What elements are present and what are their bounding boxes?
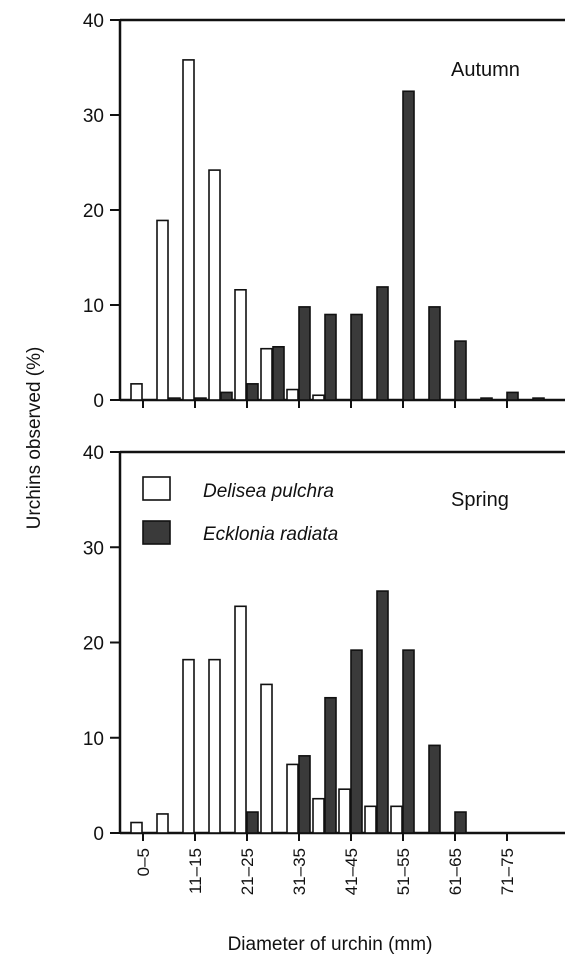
bar-delisea-spring xyxy=(234,605,247,834)
y-tick-label: 20 xyxy=(83,634,104,655)
bar-ecklonia-autumn xyxy=(194,397,207,401)
x-category-label: 0–5 xyxy=(134,848,153,876)
panel-autumn: Autumn 0 10 20 30 40 xyxy=(83,11,565,412)
bar-ecklonia-autumn xyxy=(480,397,493,401)
legend-swatch-delisea xyxy=(142,476,171,501)
bar-delisea-spring xyxy=(286,763,299,834)
legend: Delisea pulchra Ecklonia radiata xyxy=(142,476,338,545)
x-category-label: 31–35 xyxy=(290,848,309,895)
bar-ecklonia-spring xyxy=(402,649,415,834)
y-tick-label: 20 xyxy=(83,201,104,222)
bar-ecklonia-autumn xyxy=(246,383,259,401)
x-axis-title: Diameter of urchin (mm) xyxy=(228,934,433,955)
bar-ecklonia-spring xyxy=(454,811,467,834)
bar-ecklonia-autumn xyxy=(324,313,337,401)
bar-delisea-spring xyxy=(338,788,351,834)
y-tick-label: 0 xyxy=(93,824,104,845)
bar-ecklonia-autumn xyxy=(350,313,363,401)
bar-delisea-spring xyxy=(364,805,377,834)
bar-ecklonia-autumn xyxy=(220,391,233,401)
bar-delisea-autumn xyxy=(286,388,299,401)
panel-label-autumn: Autumn xyxy=(451,59,520,81)
bar-ecklonia-autumn xyxy=(454,340,467,401)
bar-delisea-spring xyxy=(182,658,195,834)
panel-label-spring: Spring xyxy=(451,489,509,511)
bar-ecklonia-spring xyxy=(298,755,311,834)
bar-ecklonia-autumn xyxy=(298,306,311,401)
x-category-label: 61–65 xyxy=(446,848,465,895)
x-category-label: 71–75 xyxy=(498,848,517,895)
y-tick-label: 30 xyxy=(83,106,104,127)
bar-ecklonia-autumn xyxy=(168,397,181,401)
x-category-label: 51–55 xyxy=(394,848,413,895)
x-category-label: 11–15 xyxy=(186,848,205,894)
bar-ecklonia-spring xyxy=(324,696,337,834)
y-tick-label: 40 xyxy=(83,11,104,32)
bar-delisea-spring xyxy=(156,813,169,834)
y-tick-label: 40 xyxy=(83,443,104,464)
bar-ecklonia-spring xyxy=(350,649,363,834)
bar-delisea-spring xyxy=(130,821,143,834)
bar-ecklonia-autumn xyxy=(402,90,415,401)
bar-ecklonia-autumn xyxy=(376,286,389,401)
bar-delisea-autumn xyxy=(156,219,169,401)
bar-ecklonia-autumn xyxy=(428,306,441,401)
bar-delisea-autumn xyxy=(234,288,247,401)
bar-delisea-autumn xyxy=(312,394,325,401)
y-tick-label: 10 xyxy=(83,729,104,750)
bar-ecklonia-autumn xyxy=(532,397,545,401)
bar-delisea-spring xyxy=(312,797,325,834)
y-tick-label: 0 xyxy=(93,391,104,412)
bar-delisea-spring xyxy=(390,805,403,834)
y-axis-title: Urchins observed (%) xyxy=(24,347,45,530)
bar-ecklonia-spring xyxy=(428,744,441,834)
x-category-label: 21–25 xyxy=(238,848,257,895)
legend-swatch-ecklonia xyxy=(142,520,171,545)
x-category-label: 41–45 xyxy=(342,848,361,895)
bar-ecklonia-autumn xyxy=(506,391,519,401)
bar-ecklonia-spring xyxy=(376,590,389,834)
panel-spring: Spring Delisea pulchra Ecklonia radiata … xyxy=(83,443,565,845)
y-tick-label: 10 xyxy=(83,296,104,317)
bar-delisea-spring xyxy=(260,683,273,834)
bar-delisea-autumn xyxy=(208,169,221,401)
bar-ecklonia-autumn xyxy=(272,345,285,401)
bar-delisea-autumn xyxy=(130,383,143,401)
x-category-labels: 0–5 11–15 21–25 31–35 41–45 51–55 61–65 71–75 xyxy=(134,848,517,895)
bar-delisea-spring xyxy=(208,658,221,834)
bar-delisea-autumn xyxy=(260,347,273,401)
legend-label-ecklonia: Ecklonia radiata xyxy=(203,524,338,545)
bar-ecklonia-spring xyxy=(246,811,259,834)
y-tick-label: 30 xyxy=(83,538,104,559)
bar-delisea-autumn xyxy=(182,59,195,401)
legend-label-delisea: Delisea pulchra xyxy=(203,481,334,502)
